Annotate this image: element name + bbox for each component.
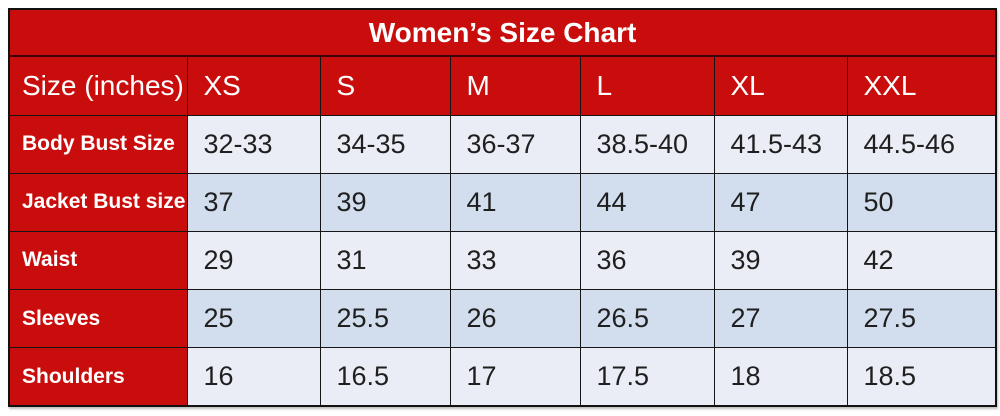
size-value-cell: 26 xyxy=(449,289,581,349)
size-value-cell: 36 xyxy=(579,230,715,291)
row-label: Waist xyxy=(8,230,188,291)
size-value-cell: 29 xyxy=(186,230,321,291)
column-header-xs: XS xyxy=(186,55,321,116)
column-header-l: L xyxy=(579,55,715,116)
row-label: Body Bust Size xyxy=(8,114,188,174)
size-value-cell: 17.5 xyxy=(579,347,715,407)
size-value-cell: 42 xyxy=(846,230,997,291)
size-value-cell: 18.5 xyxy=(846,347,997,407)
size-value-cell: 39 xyxy=(713,230,848,291)
column-header-s: S xyxy=(319,55,451,116)
size-table-body: Body Bust Size 32-33 34-35 36-37 38.5-40 41.5… xyxy=(8,114,997,407)
column-header-xl: XL xyxy=(713,55,848,116)
size-value-cell: 32-33 xyxy=(186,114,321,174)
column-header-m: M xyxy=(449,55,581,116)
size-value-cell: 26.5 xyxy=(579,289,715,349)
size-value-cell: 16 xyxy=(186,347,321,407)
row-label: Shoulders xyxy=(8,347,188,407)
size-value-cell: 27.5 xyxy=(846,289,997,349)
size-value-cell: 18 xyxy=(713,347,848,407)
size-value-cell: 44 xyxy=(579,172,715,232)
size-value-cell: 16.5 xyxy=(319,347,451,407)
size-value-cell: 25 xyxy=(186,289,321,349)
size-value-cell: 41.5-43 xyxy=(713,114,848,174)
row-label: Sleeves xyxy=(8,289,188,349)
row-label: Jacket Bust size xyxy=(8,172,188,232)
size-value-cell: 17 xyxy=(449,347,581,407)
size-value-cell: 41 xyxy=(449,172,581,232)
size-value-cell: 31 xyxy=(319,230,451,291)
size-value-cell: 44.5-46 xyxy=(846,114,997,174)
chart-title: Women’s Size Chart xyxy=(8,8,997,57)
size-value-cell: 39 xyxy=(319,172,451,232)
table-row: Shoulders 16 16.5 17 17.5 18 18.5 xyxy=(8,347,997,407)
table-row: Sleeves 25 25.5 26 26.5 27 27.5 xyxy=(8,289,997,349)
size-value-cell: 27 xyxy=(713,289,848,349)
table-header-row: Size (inches) XS S M L XL XXL xyxy=(8,55,997,116)
table-row: Jacket Bust size 37 39 41 44 47 50 xyxy=(8,172,997,232)
size-value-cell: 37 xyxy=(186,172,321,232)
size-value-cell: 36-37 xyxy=(449,114,581,174)
size-value-cell: 33 xyxy=(449,230,581,291)
size-value-cell: 34-35 xyxy=(319,114,451,174)
column-header-size-inches: Size (inches) xyxy=(8,55,188,116)
size-value-cell: 25.5 xyxy=(319,289,451,349)
table-row: Waist 29 31 33 36 39 42 xyxy=(8,230,997,291)
table-row: Body Bust Size 32-33 34-35 36-37 38.5-40 41.5… xyxy=(8,114,997,174)
column-header-xxl: XXL xyxy=(846,55,997,116)
size-value-cell: 50 xyxy=(846,172,997,232)
table-title-row: Women’s Size Chart xyxy=(8,8,997,57)
size-chart-table: Women’s Size Chart Size (inches) XS S M … xyxy=(8,8,998,407)
size-value-cell: 38.5-40 xyxy=(579,114,715,174)
size-value-cell: 47 xyxy=(713,172,848,232)
